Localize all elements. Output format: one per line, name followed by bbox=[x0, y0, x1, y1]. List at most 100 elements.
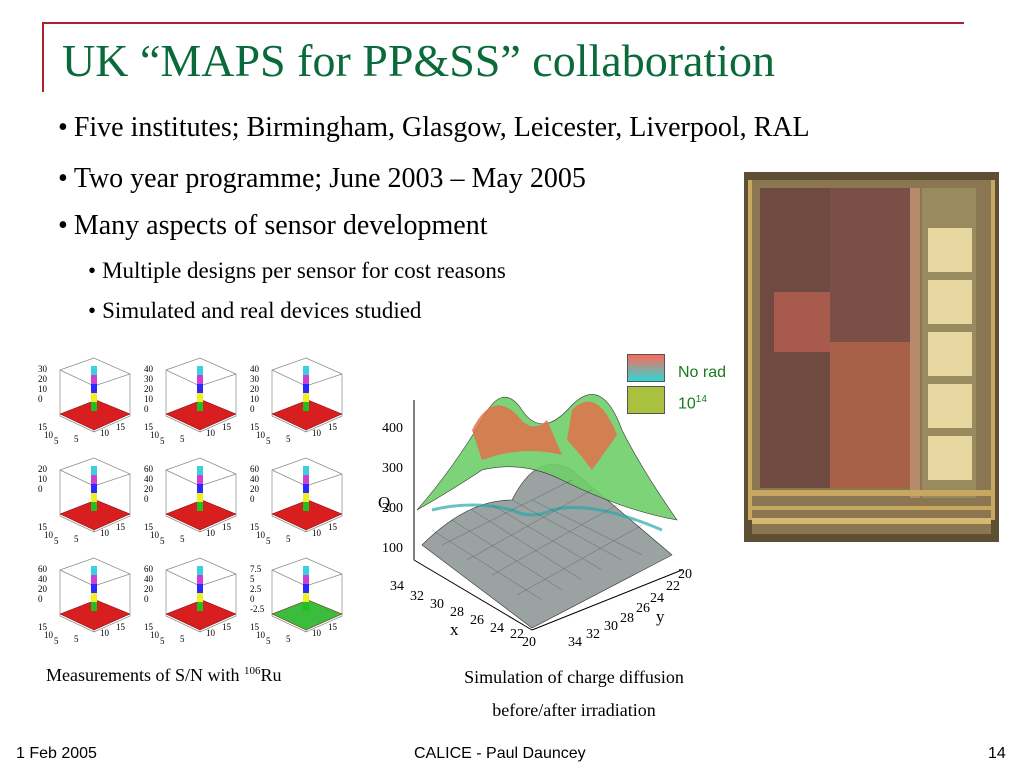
mini-plot-tower-block bbox=[303, 402, 309, 411]
mini-plot-tower-block bbox=[91, 593, 97, 602]
mini-xy-tick-label: 10 bbox=[150, 530, 160, 540]
bullet-dot: • bbox=[58, 163, 68, 194]
mini-z-tick-label: 40 bbox=[38, 574, 48, 584]
mini-plot-tower-block bbox=[197, 375, 203, 384]
mini-xy-tick-label: 10 bbox=[206, 628, 216, 638]
mini-z-tick-label: 5 bbox=[250, 574, 255, 584]
mini-plot-base bbox=[165, 499, 237, 531]
mini-plot-tower-block bbox=[91, 575, 97, 584]
mini-z-tick-label: 30 bbox=[38, 364, 48, 374]
mini-xy-tick-label: 15 bbox=[38, 422, 48, 432]
mini-xy-tick-label: 5 bbox=[180, 534, 185, 544]
mini-plot-tower-block bbox=[91, 484, 97, 493]
mini-plot-tower-block bbox=[91, 393, 97, 402]
mini-xy-tick-label: 5 bbox=[74, 434, 79, 444]
mini-xy-tick-label: 10 bbox=[150, 630, 160, 640]
legend-irr-exponent: 14 bbox=[695, 394, 707, 405]
mini-plot-base bbox=[59, 499, 131, 531]
mini-z-tick-label: 0 bbox=[250, 594, 255, 604]
mini-z-tick-label: 0 bbox=[38, 394, 43, 404]
mini-plot-tower-block bbox=[91, 384, 97, 393]
mini-xy-tick-label: 15 bbox=[328, 522, 338, 532]
mini-z-tick-label: 10 bbox=[250, 394, 260, 404]
caption-left-sup: 106 bbox=[243, 665, 261, 677]
mini-xy-tick-label: 5 bbox=[54, 636, 59, 646]
mini-xy-tick-label: 15 bbox=[250, 522, 260, 532]
mini-z-tick-label: 60 bbox=[144, 464, 154, 474]
signal-noise-plot-grid: 30 20 10 0 15 10 5 5 10 15 40 30 20 10 0 15 10 5 5 10 15 40 30… bbox=[34, 352, 352, 646]
z-tick-label: 400 bbox=[382, 421, 403, 436]
subbullet-text: Simulated and real devices studied bbox=[102, 298, 422, 323]
mini-plot-tower-block bbox=[91, 502, 97, 511]
mini-plot-base bbox=[271, 599, 343, 631]
y-tick-label: 32 bbox=[586, 627, 600, 642]
mini-plot-tower-block bbox=[303, 484, 309, 493]
charge-diffusion-plot: 400 300 200 100 Q 34 32 30 28 26 24 22 2… bbox=[372, 360, 702, 650]
y-tick-label: 34 bbox=[568, 635, 582, 650]
bullet-text: Five institutes; Birmingham, Glasgow, Le… bbox=[73, 112, 810, 143]
y-tick-label: 20 bbox=[678, 567, 692, 582]
mini-z-tick-label: 20 bbox=[144, 384, 154, 394]
mini-xy-tick-label: 15 bbox=[328, 422, 338, 432]
y-axis-label: y bbox=[656, 607, 665, 626]
mini-z-tick-label: 20 bbox=[250, 484, 260, 494]
mini-z-tick-label: 60 bbox=[250, 464, 260, 474]
x-tick-label: 20 bbox=[522, 635, 536, 650]
mini-plot-tower-block bbox=[197, 484, 203, 493]
mini-z-tick-label: 20 bbox=[38, 374, 48, 384]
mini-xy-tick-label: 15 bbox=[222, 422, 232, 432]
mini-plot-tower-block bbox=[197, 393, 203, 402]
sensor-chip-photo bbox=[744, 172, 999, 542]
mini-z-tick-label: 10 bbox=[38, 474, 48, 484]
mini-plot-tower-block bbox=[91, 466, 97, 475]
bullet-text: Many aspects of sensor development bbox=[73, 210, 488, 241]
mini-plot-tower-block bbox=[303, 375, 309, 384]
bullet-text: Two year programme; June 2003 – May 2005 bbox=[73, 163, 586, 194]
bullet-dot: • bbox=[58, 210, 68, 241]
mini-plot-tower-block bbox=[197, 575, 203, 584]
mini-z-tick-label: 7.5 bbox=[250, 564, 262, 574]
footer-date: 1 Feb 2005 bbox=[16, 745, 97, 762]
mini-xy-tick-label: 10 bbox=[100, 428, 110, 438]
mini-plot-tower-block bbox=[303, 502, 309, 511]
mini-z-tick-label: 0 bbox=[144, 494, 149, 504]
x-tick-label: 26 bbox=[470, 613, 484, 628]
mini-plot-tower-block bbox=[303, 393, 309, 402]
mini-plot-base bbox=[59, 599, 131, 631]
y-tick-label: 30 bbox=[604, 619, 618, 634]
mini-xy-tick-label: 10 bbox=[44, 630, 54, 640]
mini-plot-tower-block bbox=[197, 593, 203, 602]
mini-z-tick-label: 10 bbox=[38, 384, 48, 394]
mini-plot-base bbox=[271, 499, 343, 531]
mini-plot-tower-block bbox=[197, 475, 203, 484]
mini-z-tick-label: 40 bbox=[250, 474, 260, 484]
x-tick-label: 22 bbox=[510, 627, 524, 642]
mini-z-tick-label: 30 bbox=[250, 374, 260, 384]
mini-xy-tick-label: 10 bbox=[312, 428, 322, 438]
caption-center-line1: Simulation of charge diffusion bbox=[464, 667, 684, 687]
z-tick-label: 200 bbox=[382, 501, 403, 516]
mini-plot-tower-block bbox=[303, 575, 309, 584]
mini-plot-tower-block bbox=[91, 375, 97, 384]
title-frame-top bbox=[42, 22, 964, 24]
mini-xy-tick-label: 15 bbox=[328, 622, 338, 632]
y-tick-label: 24 bbox=[650, 591, 664, 606]
mini-xy-tick-label: 5 bbox=[286, 434, 291, 444]
mini-xy-tick-label: 15 bbox=[116, 422, 126, 432]
mini-xy-tick-label: 10 bbox=[100, 628, 110, 638]
mini-plot-tower-block bbox=[91, 584, 97, 593]
y-tick-label: 22 bbox=[666, 579, 680, 594]
mini-xy-tick-label: 5 bbox=[160, 636, 165, 646]
mini-plot-tower-block bbox=[197, 602, 203, 611]
bullet-item: • Many aspects of sensor development bbox=[58, 212, 487, 240]
mini-xy-tick-label: 10 bbox=[256, 630, 266, 640]
mini-xy-tick-label: 10 bbox=[150, 430, 160, 440]
mini-xy-tick-label: 5 bbox=[286, 534, 291, 544]
mini-plot-tower-block bbox=[197, 566, 203, 575]
mini-z-tick-label: 60 bbox=[38, 564, 48, 574]
bullet-item: • Two year programme; June 2003 – May 200… bbox=[58, 165, 586, 193]
mini-plot-tower-block bbox=[91, 475, 97, 484]
bullet-dot: • bbox=[58, 112, 68, 143]
